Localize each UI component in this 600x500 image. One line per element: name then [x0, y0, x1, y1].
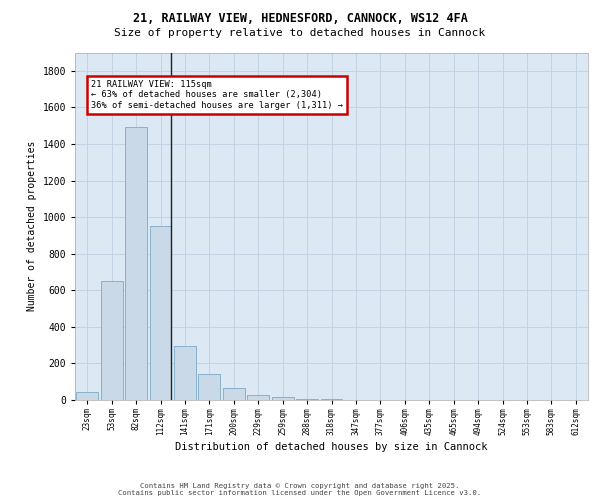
- Bar: [125, 128, 147, 400]
- Bar: [101, 281, 122, 400]
- Bar: [174, 346, 196, 400]
- Bar: [76, 392, 98, 400]
- Bar: [247, 396, 269, 400]
- Text: Contains HM Land Registry data © Crown copyright and database right 2025.: Contains HM Land Registry data © Crown c…: [140, 483, 460, 489]
- Text: Contains public sector information licensed under the Open Government Licence v3: Contains public sector information licen…: [118, 490, 482, 496]
- Bar: [149, 226, 172, 400]
- Bar: [223, 388, 245, 400]
- Bar: [296, 399, 318, 400]
- Text: 21 RAILWAY VIEW: 115sqm
← 63% of detached houses are smaller (2,304)
36% of semi: 21 RAILWAY VIEW: 115sqm ← 63% of detache…: [91, 80, 343, 110]
- Text: Size of property relative to detached houses in Cannock: Size of property relative to detached ho…: [115, 28, 485, 38]
- X-axis label: Distribution of detached houses by size in Cannock: Distribution of detached houses by size …: [175, 442, 488, 452]
- Y-axis label: Number of detached properties: Number of detached properties: [27, 141, 37, 312]
- Bar: [272, 398, 293, 400]
- Bar: [199, 374, 220, 400]
- Text: 21, RAILWAY VIEW, HEDNESFORD, CANNOCK, WS12 4FA: 21, RAILWAY VIEW, HEDNESFORD, CANNOCK, W…: [133, 12, 467, 26]
